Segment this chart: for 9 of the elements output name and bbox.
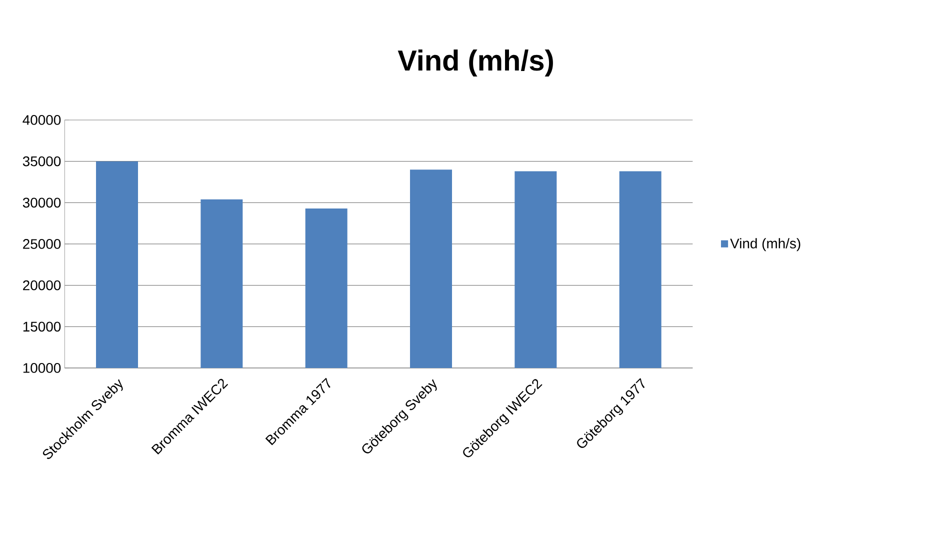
y-tick-label: 10000 xyxy=(23,363,61,373)
y-tick-label: 15000 xyxy=(23,322,61,332)
y-tick-label: 40000 xyxy=(22,115,61,125)
y-tick-label: 30000 xyxy=(22,198,61,208)
y-tick-label: 20000 xyxy=(23,280,61,290)
legend-label: Vind (mh/s) xyxy=(730,238,800,252)
y-tick-label: 35000 xyxy=(22,156,61,166)
y-tick-label: 25000 xyxy=(23,239,61,249)
chart-title: Vind (mh/s) xyxy=(398,50,553,76)
